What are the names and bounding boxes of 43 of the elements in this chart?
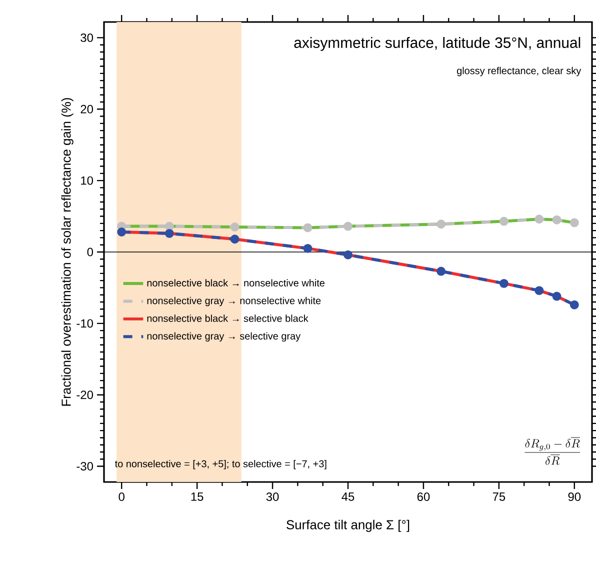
x-tick-label: 0 — [118, 492, 124, 501]
x-tick-label: 45 — [342, 492, 354, 501]
point — [534, 214, 544, 224]
point — [344, 250, 352, 260]
point — [552, 215, 562, 224]
point — [570, 218, 579, 228]
legend-label: nonselective black → nonselective white — [147, 279, 324, 286]
y-tick-label: 0 — [87, 248, 94, 256]
point — [534, 286, 544, 296]
y-tick-label: -20 — [76, 390, 94, 400]
point — [499, 216, 508, 226]
x-tick-label: 15 — [191, 492, 204, 501]
point — [303, 223, 312, 232]
point — [164, 228, 174, 238]
y-tick-label: 10 — [81, 176, 94, 185]
y-tick-label: -30 — [76, 462, 94, 471]
point — [570, 300, 579, 310]
legend-label: nonselective black → selective black — [147, 314, 308, 322]
point — [344, 222, 352, 231]
point — [117, 228, 126, 236]
annotation: to nonselective = [+3, +5]; to selective = [−7, +3] — [114, 460, 326, 470]
legend-label: nonselective gray → nonselective white — [147, 296, 321, 306]
y-axis-title: Fractional overestimation of solar reflectance gain (%) — [61, 98, 74, 406]
point — [436, 220, 446, 229]
point — [230, 222, 240, 232]
annotation: $\frac{\delta R_{g,0}-\delta\overline{R}}{\delta\overline{R}}$ — [524, 438, 580, 465]
legend-label: nonselective gray → selective gray — [147, 332, 301, 342]
text: axisymmetric surface, latitude 35°N, annual — [294, 37, 580, 51]
point — [436, 266, 446, 276]
y-tick-label: -10 — [76, 319, 94, 328]
y-tick-label: 20 — [80, 104, 94, 114]
point — [303, 244, 312, 253]
x-tick-label: 60 — [417, 492, 430, 501]
point — [164, 222, 174, 231]
x-tick-label: 30 — [266, 492, 279, 501]
x-tick-label: 90 — [568, 492, 581, 501]
point — [499, 278, 508, 288]
x-tick-label: 75 — [492, 492, 506, 501]
point — [552, 292, 562, 301]
text: glossy reflectance, clear sky — [457, 66, 582, 76]
x-axis-title: Surface tilt angle Σ [°] — [286, 520, 410, 532]
point — [230, 234, 240, 244]
y-tick-label: 30 — [80, 33, 94, 42]
